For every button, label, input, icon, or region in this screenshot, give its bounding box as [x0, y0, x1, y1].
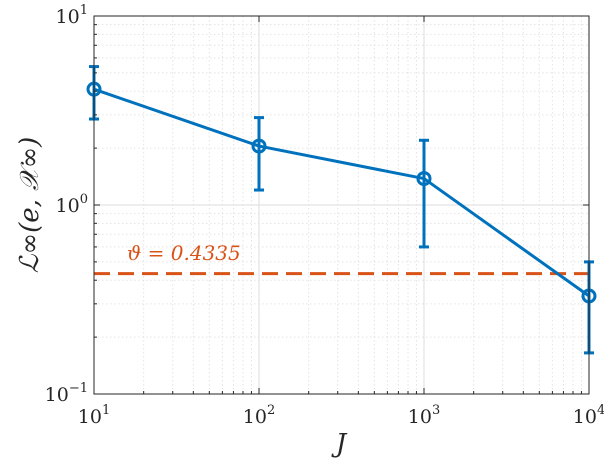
y-axis-label: ℒ∞(e, 𝒳∞) — [15, 137, 45, 274]
data-point — [251, 138, 267, 154]
series-line — [93, 87, 590, 298]
y-tick-label: 100 — [56, 192, 88, 217]
x-axis-label: J — [331, 429, 348, 458]
y-tick-label: 10−1 — [45, 381, 88, 406]
x-tick-labels: 101 102 103 104 — [78, 403, 604, 428]
axes-frame — [93, 15, 590, 395]
x-tick-label: 104 — [573, 403, 604, 428]
x-tick-label: 101 — [78, 403, 110, 428]
series-layer — [86, 65, 597, 355]
x-tick-label: 103 — [408, 403, 440, 428]
y-tick-label: 101 — [56, 3, 88, 28]
x-tick-label: 102 — [243, 403, 275, 428]
data-point — [416, 171, 432, 187]
y-tick-labels: 10−1 100 101 — [45, 3, 88, 406]
reference-line-label: ϑ = 0.4335 — [127, 241, 241, 265]
